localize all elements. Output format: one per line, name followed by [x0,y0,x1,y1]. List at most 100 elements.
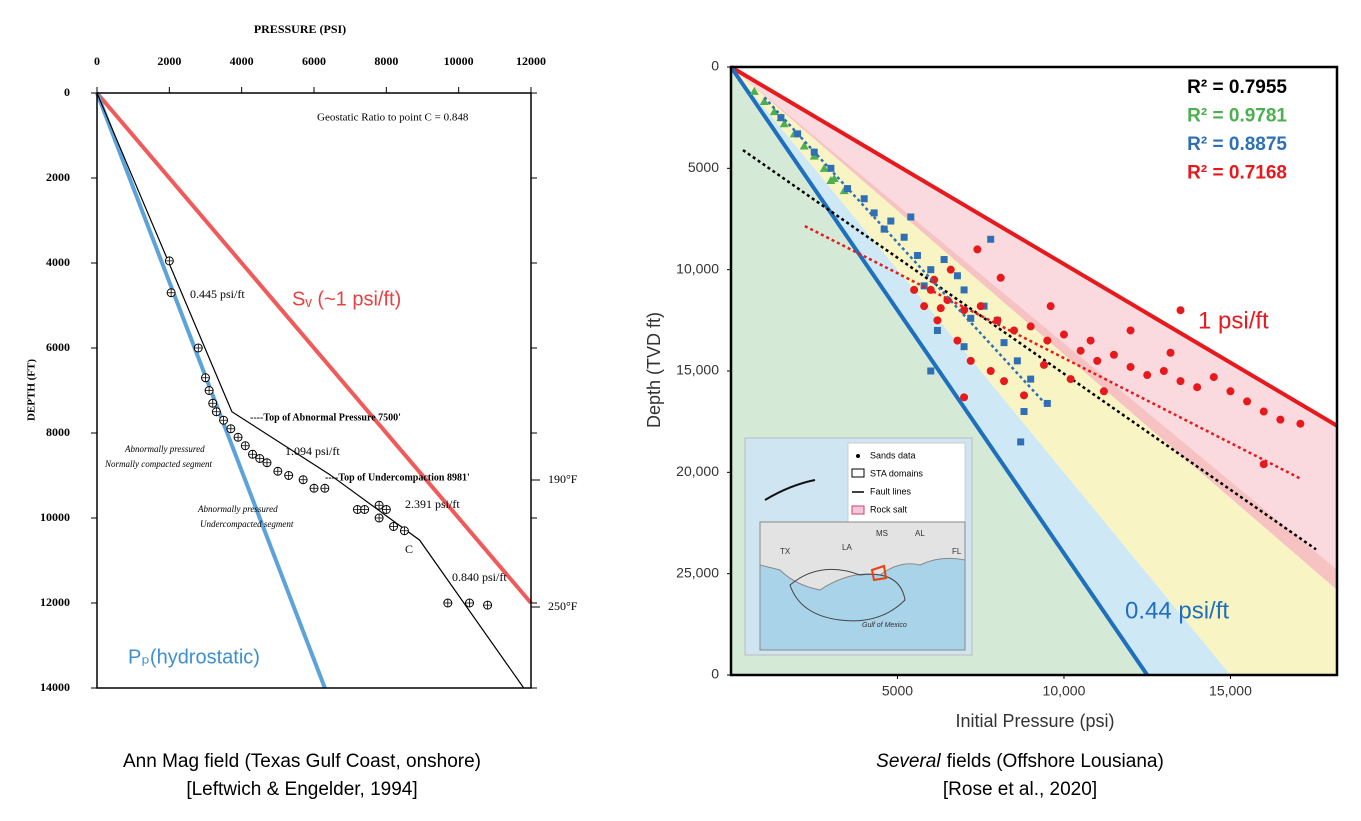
data-point [973,245,982,254]
marker-cross [465,599,474,607]
data-point [1066,375,1075,384]
y-tick-label: 5000 [688,159,719,175]
data-point [1193,383,1202,392]
y-tick-label: 0 [64,85,70,99]
data-point [1243,397,1252,406]
data-point [940,256,948,264]
data-point [976,302,985,311]
data-point [226,424,236,434]
legend-entry: R² = 0.7168 [1187,163,1287,184]
data-point [996,273,1005,282]
data-point [1259,407,1268,416]
data-point [1209,373,1218,382]
inset-legend [847,442,966,524]
y-tick-label: 25,000 [676,564,719,580]
marker-cross [375,501,384,510]
marker-cross [375,514,384,522]
data-point [262,458,272,468]
data-point [993,316,1002,325]
data-point [887,217,895,225]
annotation: 2.391 psi/ft [405,497,460,511]
data-point [860,195,868,203]
x-tick-label: 12000 [516,54,546,68]
line [742,149,1317,551]
data-point [1043,336,1052,345]
y-tick-label: 10,000 [676,260,719,276]
data-point [1027,375,1035,383]
plot-frame [96,92,532,689]
marker-cross [167,288,176,297]
data-point [1000,339,1008,347]
x-tick-label: 10000 [444,54,474,68]
data-point [248,449,258,459]
data-point [1296,419,1305,428]
annotation: 0.840 psi/ft [452,570,507,584]
line [729,65,1149,677]
annotation: Undercompacted segment [200,519,294,529]
marker-cross [219,416,228,425]
data-point [164,256,174,266]
data-point [986,367,995,375]
inset-label: AL [915,529,925,538]
annotation: 1.094 psi/ft [285,444,340,458]
x-tick-label: 10,000 [1043,683,1086,699]
data-point [749,86,759,95]
data-point [1226,387,1235,396]
y-tick-label: 4000 [46,255,70,269]
data-point [1086,336,1095,345]
data-point [927,266,935,274]
data-point [987,235,995,243]
data-point [930,275,939,284]
data-point [1159,367,1168,375]
caption-part: fields (Offshore Lousiana) [947,751,1164,772]
x-tick-label: 8000 [374,54,398,68]
data-point [255,454,265,463]
y-tick-label: 0 [711,666,719,682]
data-point [273,466,283,476]
data-point [320,483,330,493]
data-point [960,286,968,294]
data-point [769,107,779,116]
legend-key [856,454,860,458]
data-point [201,373,210,383]
data-point [1276,415,1285,424]
marker-cross [360,505,369,514]
domains [789,568,906,622]
data-point [907,213,915,221]
data-point [1126,326,1135,335]
data-point [819,163,829,172]
data-point [936,304,945,313]
caption: [Leftwich & Engelder, 1994] [186,779,417,800]
data-point [1013,357,1021,365]
data-point [1059,330,1068,339]
marker-cross [483,601,492,610]
inset-label: FL [952,547,962,556]
legend-key [851,468,865,478]
x-tick-label: 5000 [882,683,913,699]
series-label: 1 psi/ft [1198,307,1269,334]
inset-label: Gulf of Mexico [862,622,907,629]
inset-label: LA [842,543,852,552]
line [95,91,533,605]
data-point [900,233,908,241]
data-point [1109,350,1118,359]
marker-cross [201,373,210,382]
caption: Several fields (Offshore Lousiana) [876,751,1164,772]
caption-part: Several [876,751,941,772]
data-point [1017,438,1025,446]
x-tick-label: 6000 [302,54,326,68]
data-point [309,483,319,493]
data-point [913,251,921,259]
data-point [1000,377,1009,386]
x-tick-label: 15,000 [1209,683,1252,699]
data-point [284,471,294,480]
marker-cross [205,386,214,395]
y-axis-title: Depth (TVD ft) [644,312,664,428]
data-point [960,343,968,351]
y-axis-title: DEPTH (FT) [26,359,38,421]
legend-entry: R² = 0.9781 [1187,106,1287,127]
y-tick-label: 6000 [46,340,70,354]
data-point [759,96,769,105]
data-point [960,393,969,402]
